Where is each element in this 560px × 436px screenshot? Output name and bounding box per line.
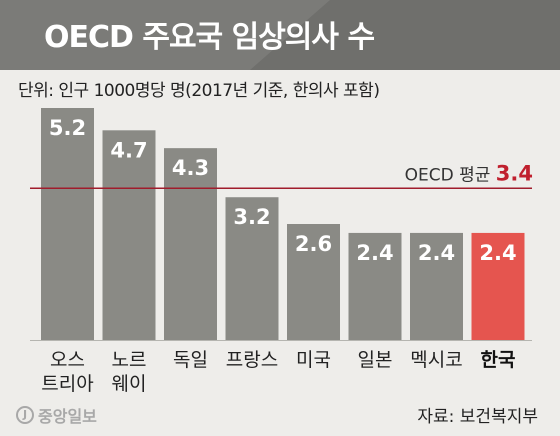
bar [102,130,156,340]
bar [348,232,402,340]
bar [471,232,525,340]
category-label: 한국 [481,349,516,371]
category-label: 노르 [112,349,147,371]
title-band: OECD 주요국 임상의사 수 [0,0,560,70]
bar-value-label: 5.2 [49,116,86,140]
reference-label-text: OECD 평균 [405,165,496,185]
publisher-logo: J 중앙일보 [16,403,97,427]
bar-value-label: 2.4 [479,241,516,265]
bar [225,197,279,340]
category-label: 미국 [296,349,331,371]
category-label: 프랑스 [226,349,278,371]
category-label: 오스 [50,349,85,371]
category-label: 웨이 [112,373,147,395]
reference-label-value: 3.4 [496,161,533,185]
title-band-shape [0,0,560,70]
bar [287,224,340,340]
bar-value-label: 3.2 [233,205,270,229]
category-label: 멕시코 [410,349,462,371]
logo-icon: J [16,406,34,424]
logo-text: 중앙일보 [38,407,97,426]
unit-note: 단위: 인구 1000명당 명(2017년 기준, 한의사 포함) [18,81,380,101]
category-label: 독일 [173,349,208,371]
bar-value-label: 2.4 [418,241,455,265]
category-label: 트리아 [41,373,93,395]
bar [164,148,217,340]
reference-label: OECD 평균 3.4 [405,161,533,185]
bar-value-label: 4.7 [110,138,147,162]
bar [410,232,463,340]
bar-value-label: 4.3 [172,156,209,180]
chart-title: OECD 주요국 임상의사 수 [44,20,375,55]
category-label: 일본 [358,349,393,371]
bar-value-label: 2.6 [295,232,332,256]
bar [41,108,94,340]
source-note: 자료: 보건복지부 [417,407,538,427]
bar-value-label: 2.4 [356,241,393,265]
